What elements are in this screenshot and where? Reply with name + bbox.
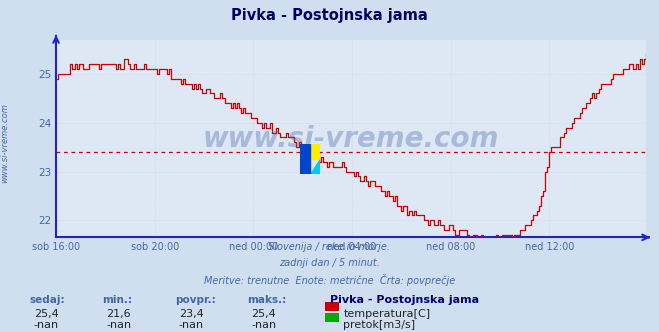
Text: -nan: -nan <box>251 320 276 330</box>
Text: min.:: min.: <box>102 295 132 305</box>
Text: 23,4: 23,4 <box>179 309 204 319</box>
Text: -nan: -nan <box>34 320 59 330</box>
Text: temperatura[C]: temperatura[C] <box>343 309 430 319</box>
Polygon shape <box>310 144 320 159</box>
Polygon shape <box>300 144 310 174</box>
Text: povpr.:: povpr.: <box>175 295 215 305</box>
Text: pretok[m3/s]: pretok[m3/s] <box>343 320 415 330</box>
Text: maks.:: maks.: <box>247 295 287 305</box>
Text: Pivka - Postojnska jama: Pivka - Postojnska jama <box>231 8 428 23</box>
Polygon shape <box>310 159 320 174</box>
Text: sedaj:: sedaj: <box>30 295 65 305</box>
Text: Slovenija / reke in morje.: Slovenija / reke in morje. <box>268 242 391 252</box>
Text: www.si-vreme.com: www.si-vreme.com <box>1 103 10 183</box>
Text: Meritve: trenutne  Enote: metrične  Črta: povprečje: Meritve: trenutne Enote: metrične Črta: … <box>204 274 455 286</box>
Text: zadnji dan / 5 minut.: zadnji dan / 5 minut. <box>279 258 380 268</box>
Text: 25,4: 25,4 <box>251 309 276 319</box>
Polygon shape <box>310 144 320 159</box>
Text: Pivka - Postojnska jama: Pivka - Postojnska jama <box>330 295 478 305</box>
Text: 21,6: 21,6 <box>106 309 131 319</box>
Text: -nan: -nan <box>179 320 204 330</box>
Text: -nan: -nan <box>106 320 131 330</box>
Text: 25,4: 25,4 <box>34 309 59 319</box>
Text: www.si-vreme.com: www.si-vreme.com <box>203 124 499 153</box>
